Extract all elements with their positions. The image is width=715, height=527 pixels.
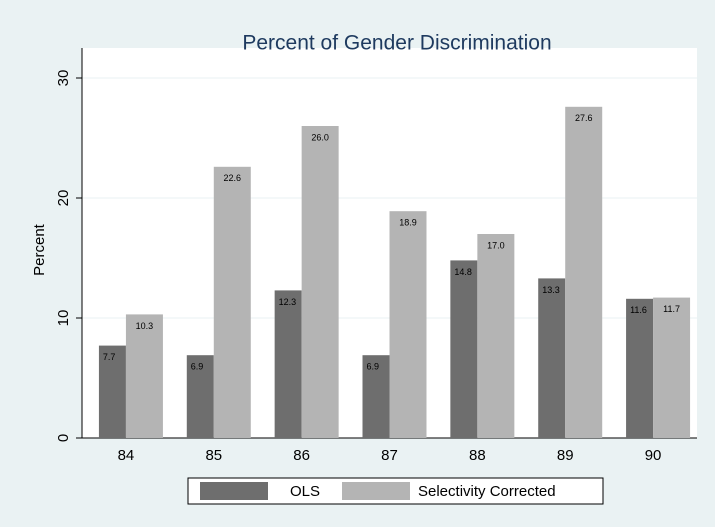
value-label: 6.9 bbox=[191, 362, 204, 372]
value-label: 6.9 bbox=[367, 362, 380, 372]
value-label: 17.0 bbox=[487, 240, 505, 250]
value-label: 11.7 bbox=[663, 304, 680, 314]
chart-title: Percent of Gender Discrimination bbox=[242, 32, 551, 55]
y-axis-label: Percent bbox=[31, 223, 48, 276]
x-tick-label: 87 bbox=[381, 447, 398, 464]
x-tick-label: 88 bbox=[469, 447, 486, 464]
value-label: 14.8 bbox=[454, 267, 472, 277]
value-label: 12.3 bbox=[279, 297, 297, 307]
value-label: 18.9 bbox=[399, 218, 417, 228]
y-tick-label: 20 bbox=[55, 190, 72, 207]
x-tick-label: 85 bbox=[205, 447, 222, 464]
x-tick-label: 90 bbox=[645, 447, 662, 464]
value-label: 22.6 bbox=[224, 173, 242, 183]
x-tick-label: 86 bbox=[293, 447, 310, 464]
bar bbox=[626, 298, 654, 438]
value-label: 26.0 bbox=[311, 132, 329, 142]
x-tick-label: 84 bbox=[118, 447, 135, 464]
y-tick-label: 30 bbox=[55, 70, 72, 87]
legend-swatch bbox=[200, 482, 268, 500]
y-tick-label: 10 bbox=[55, 310, 72, 327]
bar bbox=[450, 260, 478, 438]
value-label: 27.6 bbox=[575, 113, 593, 123]
x-tick-label: 89 bbox=[557, 447, 574, 464]
bar bbox=[274, 290, 302, 438]
bar bbox=[213, 166, 251, 439]
legend-swatch bbox=[342, 482, 410, 500]
value-label: 10.3 bbox=[136, 321, 154, 331]
y-tick-label: 0 bbox=[55, 434, 72, 442]
legend-label: Selectivity Corrected bbox=[418, 483, 556, 500]
bar bbox=[125, 314, 163, 438]
legend-label: OLS bbox=[290, 483, 320, 500]
bar bbox=[538, 278, 566, 438]
bar bbox=[362, 355, 390, 438]
value-label: 7.7 bbox=[103, 352, 116, 362]
bar bbox=[98, 345, 126, 438]
bar bbox=[186, 355, 214, 438]
bar bbox=[653, 297, 691, 438]
bar bbox=[565, 106, 603, 439]
bar bbox=[477, 234, 515, 438]
value-label: 11.6 bbox=[630, 305, 647, 315]
bar bbox=[389, 211, 427, 438]
value-label: 13.3 bbox=[542, 285, 560, 295]
bar bbox=[301, 126, 339, 438]
